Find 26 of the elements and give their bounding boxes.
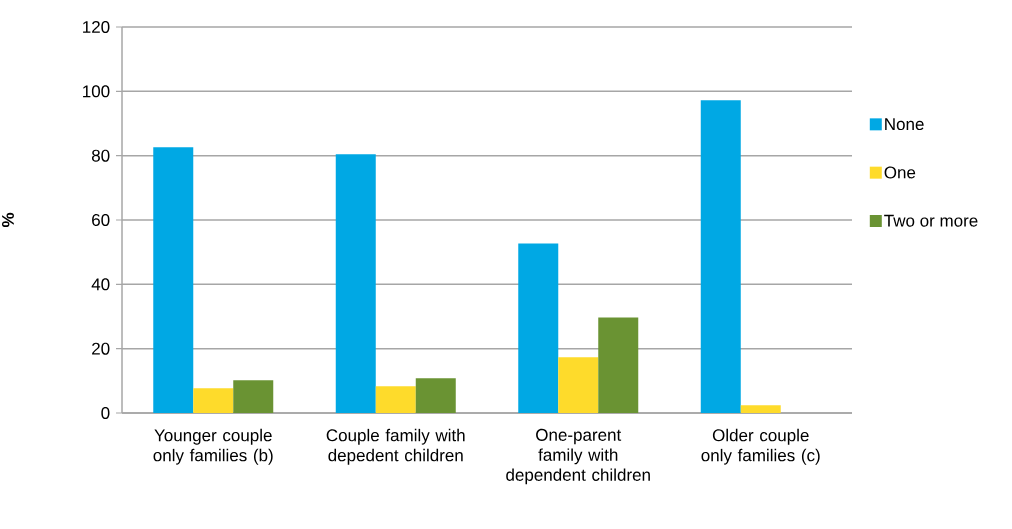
bar: [558, 357, 599, 413]
y-axis-title: %: [1, 212, 14, 228]
bar: [598, 317, 639, 413]
y-tick-label: 40: [91, 278, 110, 291]
bar: [233, 380, 274, 413]
y-tick-label: 100: [83, 85, 110, 98]
bar: [700, 100, 741, 413]
y-tick-label: 0: [101, 406, 110, 420]
x-tick-label: Younger couple only families (b): [153, 428, 273, 465]
y-tick-label: 20: [92, 342, 110, 355]
bar: [415, 378, 456, 413]
y-tick-label: 60: [92, 213, 110, 227]
y-tick-label: 80: [91, 149, 110, 162]
x-tick-label: One-parent family with dependent children: [506, 428, 650, 485]
x-tick-label: Older couple only families (c): [701, 428, 820, 465]
legend-label: Two or more: [884, 214, 978, 227]
legend-label: None: [885, 118, 924, 131]
bar: [518, 243, 559, 413]
legend-label: One: [884, 166, 916, 179]
bar: [153, 147, 194, 413]
bar: [335, 154, 376, 413]
bar: [375, 386, 416, 413]
y-tick-label: 120: [83, 20, 110, 34]
bar: [193, 388, 234, 413]
bar: [740, 405, 781, 413]
x-tick-label: Couple family with depedent children: [326, 428, 465, 465]
